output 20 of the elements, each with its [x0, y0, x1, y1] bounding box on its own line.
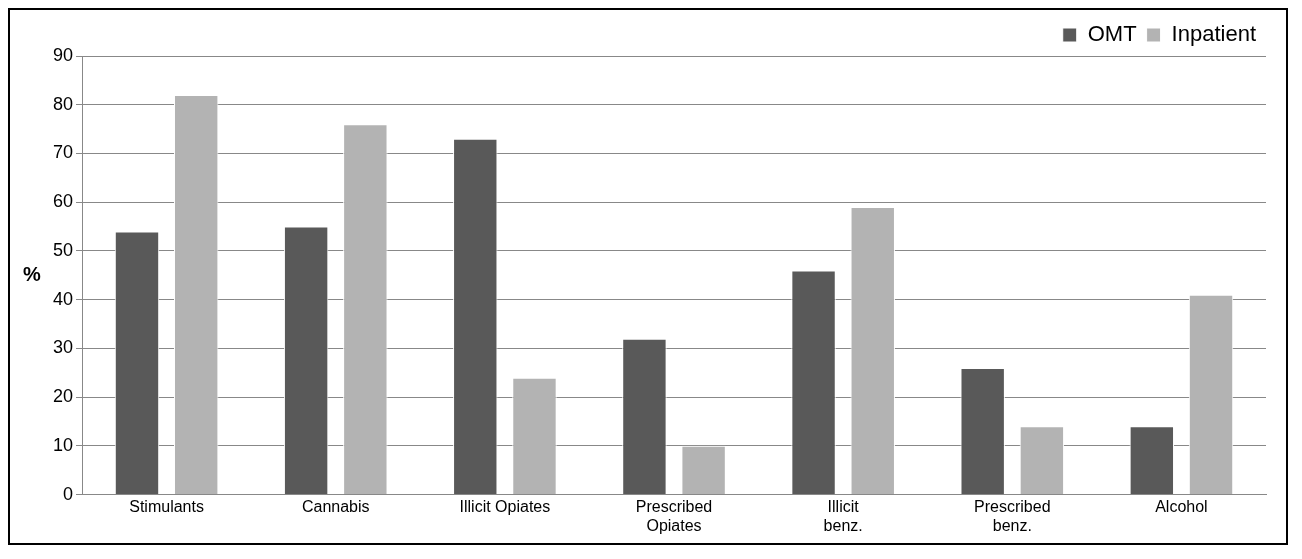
y-tick-label: 50	[52, 239, 74, 260]
legend-label: OMT	[1087, 21, 1137, 47]
y-tick-label: 10	[52, 434, 74, 455]
y-tick-label: 90	[52, 44, 74, 65]
x-tick-label: Cannabis	[301, 497, 370, 515]
x-tick-label: Prescribed Opiates	[635, 497, 713, 534]
x-tick-label: Prescribed benz.	[974, 497, 1051, 534]
y-tick-label: 0	[63, 483, 74, 504]
y-axis-title: %	[23, 262, 42, 285]
legend-label: Inpatient	[1171, 21, 1256, 47]
x-tick-label: Alcohol	[1155, 497, 1208, 515]
y-tick-label: 20	[52, 386, 74, 407]
y-tick-label: 80	[52, 93, 74, 114]
y-tick-label: 40	[52, 288, 74, 309]
y-tick-label: 70	[52, 142, 74, 163]
y-tick-label: 30	[52, 337, 74, 358]
y-tick-label: 60	[52, 191, 74, 212]
x-tick-label: Illicit benz.	[823, 497, 863, 534]
x-tick-label: Stimulants	[129, 497, 204, 515]
x-tick-label: Illicit Opiates	[459, 497, 551, 515]
